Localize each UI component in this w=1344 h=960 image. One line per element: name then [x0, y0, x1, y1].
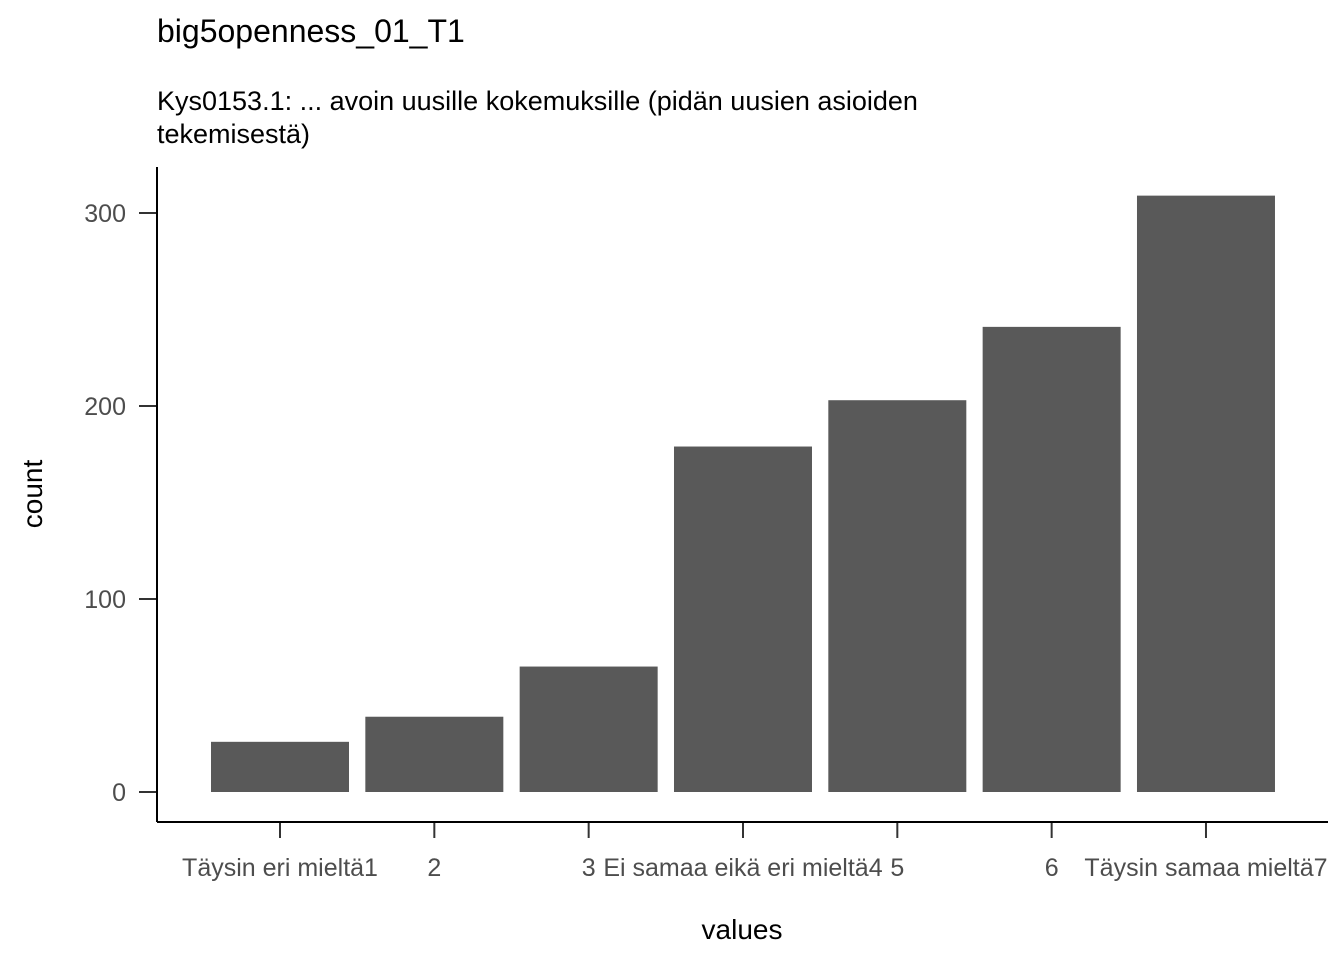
- x-tick-label: 6: [1045, 854, 1059, 882]
- y-tick-label: 100: [84, 586, 126, 614]
- bar-3: [519, 666, 658, 792]
- y-axis-title: count: [17, 460, 48, 529]
- x-tick-label: Täysin eri mieltä1: [182, 854, 378, 882]
- x-tick-label: 2: [427, 854, 441, 882]
- chart-subtitle-line-1: Kys0153.1: ... avoin uusille kokemuksill…: [157, 86, 918, 116]
- x-tick-label: Ei samaa eikä eri mieltä4: [603, 854, 882, 882]
- bar-5: [828, 400, 967, 792]
- x-tick-label: 3: [582, 854, 596, 882]
- chart-subtitle-line-2: tekemisestä): [157, 119, 310, 149]
- x-tick-label: Täysin samaa mieltä7: [1084, 854, 1327, 882]
- bar-2: [365, 716, 504, 792]
- x-tick-label: 5: [890, 854, 904, 882]
- y-tick-label: 300: [84, 200, 126, 228]
- bar-7: [1136, 195, 1275, 792]
- y-tick-label: 0: [112, 779, 126, 807]
- y-axis-ticks: 0 100 200 300: [84, 200, 157, 807]
- x-axis-ticks: Täysin eri mieltä1 2 3 Ei samaa eikä eri mi…: [182, 822, 1328, 882]
- bar-1: [211, 741, 349, 792]
- bar-4: [673, 446, 812, 792]
- y-tick-label: 200: [84, 393, 126, 421]
- bar-6: [982, 326, 1121, 792]
- x-axis-title: values: [702, 914, 783, 945]
- bars-group: [211, 195, 1275, 792]
- chart-title: big5openness_01_T1: [157, 13, 465, 49]
